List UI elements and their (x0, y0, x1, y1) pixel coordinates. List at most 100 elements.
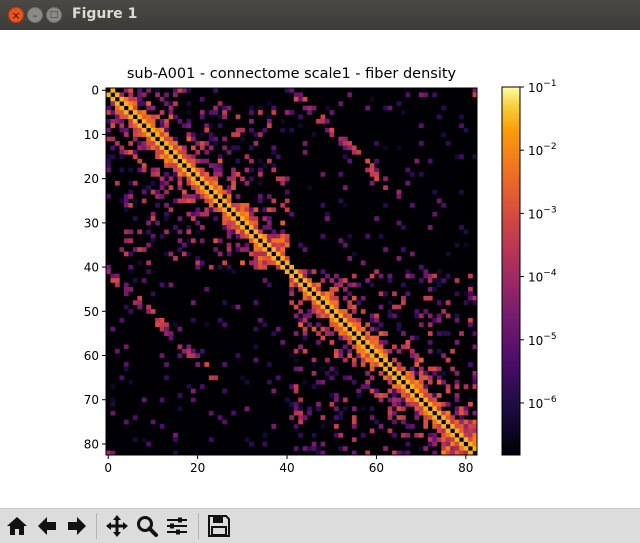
heatmap-cell (235, 233, 241, 239)
heatmap-cell (432, 278, 438, 283)
heatmap-cell (351, 326, 357, 332)
heatmap-cell (378, 322, 384, 328)
heatmap-cell (177, 247, 183, 252)
heatmap-cell (119, 114, 125, 120)
heatmap-cell (374, 172, 379, 177)
heatmap-cell (356, 331, 362, 336)
heatmap-cell (401, 300, 406, 305)
heatmap-cell (374, 158, 379, 164)
heatmap-cell (454, 379, 460, 385)
heatmap-cell (186, 172, 192, 177)
minimize-window-button[interactable]: – (27, 7, 43, 23)
heatmap-cell (177, 145, 183, 151)
heatmap-cell (365, 335, 371, 341)
heatmap-cell (302, 415, 308, 420)
heatmap-cell (369, 167, 375, 173)
heatmap-cell (181, 172, 187, 177)
heatmap-cell (137, 141, 143, 146)
heatmap-cell (432, 317, 438, 323)
heatmap-cell (418, 370, 424, 376)
heatmap-cell (329, 304, 335, 310)
heatmap-cell (244, 154, 250, 160)
heatmap-cell (436, 331, 442, 336)
heatmap-cell (195, 167, 201, 173)
heatmap-cell (423, 269, 429, 275)
heatmap-cell (289, 353, 295, 359)
heatmap-cell (141, 437, 147, 443)
heatmap-cell (226, 202, 232, 208)
heatmap-cell (240, 207, 245, 213)
heatmap-cell (257, 158, 263, 164)
heatmap-cell (463, 291, 469, 297)
home-button[interactable] (4, 513, 30, 539)
heatmap-cell (181, 154, 187, 160)
heatmap-cell (146, 123, 151, 129)
heatmap-cell (347, 322, 353, 328)
heatmap-cell (266, 256, 272, 261)
colorbar-tick-label: 10−3 (528, 205, 557, 221)
heatmap-cell (454, 419, 460, 425)
heatmap-cell (123, 419, 129, 425)
heatmap-cell (155, 322, 160, 328)
heatmap-cell (441, 424, 447, 429)
heatmap-cell (342, 326, 348, 332)
heatmap-cell (378, 424, 384, 429)
heatmap-cell (253, 251, 259, 257)
heatmap-cell (266, 123, 272, 129)
heatmap-cell (271, 149, 277, 155)
heatmap-cell (195, 207, 201, 213)
heatmap-cell (360, 344, 366, 350)
heatmap-cell (235, 207, 241, 213)
configure-subplots-button[interactable] (164, 513, 190, 539)
heatmap-cell (316, 401, 321, 407)
back-button[interactable] (34, 513, 60, 539)
heatmap-cell (110, 384, 116, 389)
heatmap-cell (150, 216, 156, 221)
heatmap-cell (280, 264, 286, 270)
forward-button[interactable] (64, 513, 90, 539)
heatmap-cell (387, 105, 393, 111)
heatmap-cell (208, 136, 214, 142)
heatmap-cell (181, 145, 187, 151)
heatmap-cell (472, 419, 478, 425)
heatmap-cell (275, 154, 281, 160)
heatmap-cell (459, 415, 464, 420)
heatmap-cell (240, 233, 245, 239)
heatmap-cell (271, 256, 277, 261)
heatmap-cell (392, 450, 397, 456)
heatmap-cell (383, 176, 388, 182)
heatmap-cell (150, 145, 156, 151)
heatmap-cell (289, 264, 295, 270)
heatmap-cell (235, 145, 241, 151)
heatmap-cell (320, 233, 326, 239)
x-tick-label: 20 (190, 461, 205, 475)
heatmap-cell (217, 163, 223, 168)
heatmap-cell (132, 123, 138, 129)
pan-button[interactable] (104, 513, 130, 539)
heatmap-cell (445, 384, 451, 389)
maximize-window-button[interactable]: □ (46, 7, 62, 23)
heatmap-cell (463, 419, 469, 425)
heatmap-cell (244, 437, 250, 443)
heatmap-cell (231, 207, 236, 213)
zoom-button[interactable] (134, 513, 160, 539)
save-button[interactable] (206, 513, 232, 539)
heatmap-cell (284, 260, 290, 266)
heatmap-cell (468, 286, 473, 292)
heatmap-cell (360, 309, 366, 314)
heatmap-cell (289, 211, 295, 217)
heatmap-cell (159, 180, 165, 186)
heatmap-cell (141, 127, 147, 133)
heatmap-cell (271, 198, 277, 204)
heatmap-cell (199, 260, 205, 266)
heatmap-cell (387, 370, 393, 376)
heatmap-cell (181, 123, 187, 129)
heatmap-cell (441, 446, 447, 451)
heatmap-cell (164, 141, 169, 146)
heatmap-cell (311, 446, 317, 451)
heatmap-cell (472, 295, 478, 301)
heatmap-cell (414, 388, 420, 394)
heatmap-cell (289, 88, 295, 93)
close-window-button[interactable]: × (8, 7, 24, 23)
heatmap-cell (226, 264, 232, 270)
